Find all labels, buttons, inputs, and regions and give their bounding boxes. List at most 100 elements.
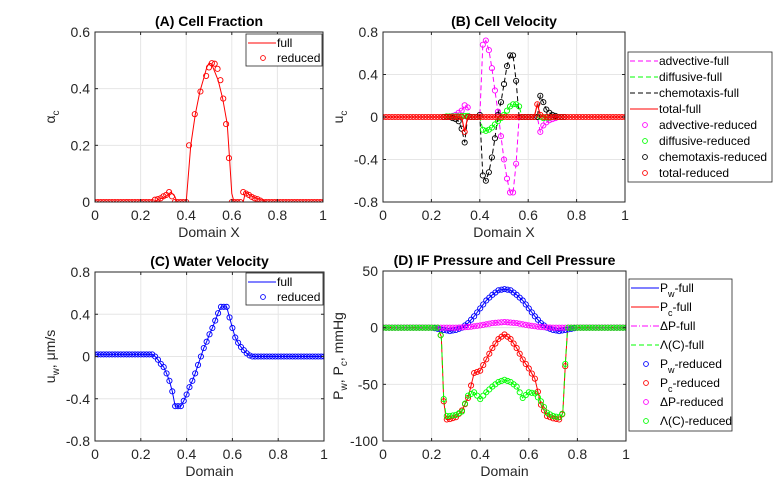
data-point-Pw-reduced <box>446 328 453 335</box>
data-point-dP-reduced <box>449 324 456 331</box>
x-tick-label: 0.8 <box>268 207 288 223</box>
x-tick-label: 0.4 <box>176 207 196 223</box>
legend-marker-icon <box>642 170 648 176</box>
data-point-Pc-reduced <box>519 356 526 363</box>
data-point-Pc-reduced <box>443 416 450 423</box>
data-point-reduced <box>166 377 173 384</box>
data-point-reduced <box>220 95 227 102</box>
data-point-reduced <box>257 353 265 360</box>
legend-box <box>245 272 324 306</box>
data-point-Pc-reduced <box>528 370 535 377</box>
data-point-reduced <box>151 196 158 202</box>
axes-box <box>382 270 627 442</box>
data-point-Lambda-reduced <box>525 389 532 396</box>
data-point-reduced <box>103 351 110 358</box>
legend-label: Pw-full <box>660 281 694 299</box>
data-point-Pw-reduced <box>565 326 572 333</box>
data-point-Pc-reduced <box>446 416 453 423</box>
data-point-chemotaxis-reduced <box>540 99 547 106</box>
data-point-Pw-reduced <box>437 326 444 333</box>
data-point-diffusive-reduced <box>461 112 468 119</box>
data-point-diffusive-reduced <box>513 101 520 108</box>
data-point-dP-reduced <box>516 320 523 327</box>
data-point-reduced <box>183 391 190 398</box>
data-point-reduced <box>223 121 230 128</box>
data-point-dP-reduced <box>480 321 487 328</box>
data-point-Pc-reduced <box>452 414 459 421</box>
data-point-reduced <box>117 351 124 358</box>
y-tick-label: -0.4 <box>354 152 378 168</box>
data-point-reduced <box>306 353 313 360</box>
plot-area <box>383 271 626 441</box>
legend-item: diffusive-full <box>630 70 722 84</box>
data-point-Lambda-reduced <box>531 390 538 397</box>
data-point-reduced <box>154 356 162 363</box>
data-point-reduced <box>132 351 139 358</box>
data-point-Lambda-reduced <box>580 324 587 331</box>
data-point-dP-reduced <box>461 324 469 331</box>
data-point-Lambda-reduced <box>543 409 551 416</box>
data-point-dP-reduced <box>440 324 447 331</box>
data-point-Pw-reduced <box>495 287 502 294</box>
data-point-diffusive-reduced <box>516 103 523 110</box>
data-point-reduced <box>194 361 202 369</box>
data-point-advective-reduced <box>497 133 505 140</box>
data-point-advective-reduced <box>540 122 547 129</box>
data-point-diffusive-reduced <box>485 126 492 133</box>
data-point-advective-reduced <box>491 87 498 94</box>
data-point-Lambda-reduced <box>419 324 426 331</box>
data-point-chemotaxis-reduced <box>506 52 514 59</box>
data-point-advective-reduced <box>485 47 492 54</box>
data-point-Pc-reduced <box>562 363 569 370</box>
data-point-dP-reduced <box>543 324 551 331</box>
data-point-Pc-reduced <box>492 340 499 347</box>
data-point-diffusive-reduced <box>494 118 502 125</box>
data-point-reduced <box>289 353 296 360</box>
data-point-reduced <box>205 64 213 71</box>
legend-label: full <box>277 275 292 289</box>
data-point-diffusive-reduced <box>491 121 498 128</box>
data-point-reduced <box>312 353 319 360</box>
data-point-reduced <box>229 324 236 332</box>
data-point-Pw-reduced <box>556 328 563 335</box>
data-point-reduced <box>126 351 133 358</box>
data-point-reduced <box>169 388 176 395</box>
data-point-reduced <box>129 351 136 358</box>
data-point-reduced <box>217 77 224 84</box>
data-point-Pc-reduced <box>516 350 523 357</box>
data-point-Pw-reduced <box>522 301 529 308</box>
x-axis-label: Domain X <box>178 224 240 240</box>
data-point-reduced <box>109 351 116 358</box>
data-point-reduced <box>300 353 308 360</box>
data-point-chemotaxis-reduced <box>482 177 489 184</box>
x-tick-label: 1 <box>622 446 630 462</box>
data-point-Pc-reduced <box>510 340 517 347</box>
data-point-Lambda-reduced <box>583 324 590 331</box>
data-point-reduced <box>226 314 233 321</box>
y-tick-label: -50 <box>358 376 378 392</box>
data-point-Lambda-reduced <box>550 413 557 420</box>
data-point-Pw-reduced <box>464 320 472 327</box>
data-point-reduced <box>298 353 305 360</box>
data-point-Pw-reduced <box>480 301 487 308</box>
data-point-dP-reduced <box>510 319 517 326</box>
data-point-dP-reduced <box>507 319 514 326</box>
data-point-dP-reduced <box>553 324 560 331</box>
data-point-reduced <box>200 344 207 352</box>
data-point-Lambda-reduced <box>386 324 393 331</box>
data-point-Pc-reduced <box>471 369 478 377</box>
x-tick-label: 0.8 <box>567 207 587 223</box>
data-point-chemotaxis-reduced <box>510 52 517 59</box>
x-tick-label: 1 <box>319 207 327 223</box>
data-point-Lambda-reduced <box>613 324 620 331</box>
data-point-advective-reduced <box>482 37 489 44</box>
chart-title: (C) Water Velocity <box>150 253 269 269</box>
legend-label: advective-full <box>659 54 729 68</box>
legend-label: diffusive-full <box>659 70 722 84</box>
data-point-Lambda-reduced <box>565 324 572 331</box>
legend-label: Pw-reduced <box>660 357 722 375</box>
data-point-Lambda-reduced <box>571 324 578 331</box>
data-point-chemotaxis-reduced <box>537 92 544 99</box>
data-point-Pc-reduced <box>489 345 496 352</box>
x-tick-label: 0 <box>379 207 387 223</box>
